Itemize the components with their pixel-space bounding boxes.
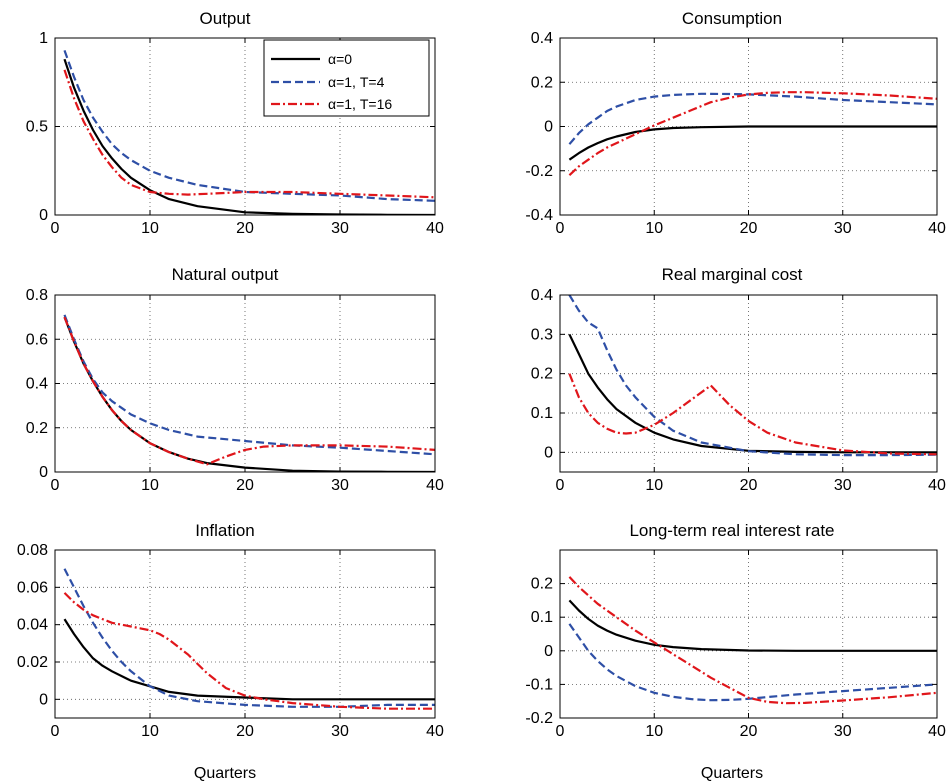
y-tick-label: 0 [39,691,48,708]
x-tick-label: 30 [331,477,349,494]
x-tick-label: 40 [928,723,946,740]
x-tick-label: 20 [236,477,254,494]
y-tick-label: 0.2 [26,420,48,437]
x-tick-label: 40 [426,220,444,237]
panel-title: Long-term real interest rate [629,521,834,540]
y-tick-label: 0.4 [531,287,553,304]
y-tick-label: 0 [544,444,553,461]
y-tick-label: 0 [39,464,48,481]
x-tick-label: 40 [928,477,946,494]
x-tick-label: 10 [645,477,663,494]
legend-label: α=0 [328,51,352,67]
x-tick-label: 20 [740,723,758,740]
panel-title: Real marginal cost [662,265,803,284]
x-tick-label: 0 [51,220,60,237]
y-tick-label: -0.4 [525,207,553,224]
x-tick-label: 10 [645,723,663,740]
x-tick-label: 0 [51,723,60,740]
series-line [568,599,937,652]
series-line [63,50,435,202]
series-line [568,295,937,457]
series-line [568,92,937,145]
x-axis-label: Quarters [701,765,763,782]
y-tick-label: -0.1 [525,676,553,693]
series-line [568,373,937,456]
x-tick-label: 10 [141,723,159,740]
y-tick-label: 0.4 [531,30,553,47]
x-tick-label: 0 [51,477,60,494]
x-tick-label: 20 [740,477,758,494]
y-tick-label: 0.5 [26,119,48,136]
panel-consumption: Consumption 0 10 20 30 40 -0.4 -0.2 0 0.2 0.4 [525,9,946,237]
y-tick-label: 0.6 [26,331,48,348]
y-tick-label: -0.2 [525,163,553,180]
legend-entry: α=0 [271,51,352,67]
y-tick-label: 0 [39,207,48,224]
panel-inflation: Inflation Quarters 0 10 20 30 40 0 0.02 0.04 0.0… [17,521,444,782]
x-tick-label: 20 [236,723,254,740]
y-tick-label: 1 [39,30,48,47]
y-tick-label: 0.1 [531,609,553,626]
y-tick-label: -0.2 [525,710,553,727]
y-tick-label: 0.2 [531,366,553,383]
y-tick-label: 0.06 [17,579,48,596]
x-tick-label: 0 [556,477,565,494]
y-tick-label: 0.4 [26,376,48,393]
x-tick-label: 40 [426,477,444,494]
x-tick-label: 30 [834,220,852,237]
x-tick-label: 40 [426,723,444,740]
series-line [63,69,435,199]
series-line [568,333,937,454]
x-tick-label: 30 [331,220,349,237]
x-axis-label: Quarters [194,765,256,782]
y-tick-label: 0.04 [17,617,48,634]
x-tick-label: 30 [834,723,852,740]
series-line [568,623,937,702]
panel-title: Consumption [682,9,782,28]
x-tick-label: 30 [834,477,852,494]
series-line [568,125,937,161]
series-line [568,91,937,177]
panel-long-term-real-interest-rate: Long-term real interest rate Quarters 0 1… [525,521,946,782]
x-tick-label: 40 [928,220,946,237]
series-line [63,592,435,710]
panel-natural-output: Natural output 0 10 20 30 40 0 0.2 0.4 0.6 0.8 [26,265,444,494]
legend-entry: α=1, T=4 [271,74,385,90]
panel-title: Output [199,9,250,28]
y-tick-label: 0.2 [531,576,553,593]
y-tick-label: 0.8 [26,287,48,304]
panel-title: Natural output [172,265,279,284]
x-tick-label: 30 [331,723,349,740]
y-tick-label: 0.2 [531,74,553,91]
x-tick-label: 10 [141,477,159,494]
x-tick-label: 20 [740,220,758,237]
y-tick-label: 0 [544,643,553,660]
panel-real-marginal-cost: Real marginal cost 0 10 20 30 40 0 0.1 0.2 0.3 0.… [531,265,946,494]
y-tick-label: 0.3 [531,326,553,343]
series-line [63,58,435,215]
series-line [63,316,435,466]
legend-label: α=1, T=16 [328,96,392,112]
series-line [568,576,937,705]
legend-entry: α=1, T=16 [271,96,392,112]
x-tick-label: 10 [141,220,159,237]
x-tick-label: 0 [556,220,565,237]
legend-label: α=1, T=4 [328,74,385,90]
panel-title: Inflation [195,521,255,540]
y-tick-label: 0.08 [17,542,48,559]
x-tick-label: 20 [236,220,254,237]
y-tick-label: 0.1 [531,405,553,422]
x-tick-label: 10 [645,220,663,237]
legend: α=0 α=1, T=4 α=1, T=16 [263,39,430,117]
y-tick-label: 0.02 [17,654,48,671]
x-tick-label: 0 [556,723,565,740]
series-line [63,568,435,708]
y-tick-label: 0 [544,119,553,136]
